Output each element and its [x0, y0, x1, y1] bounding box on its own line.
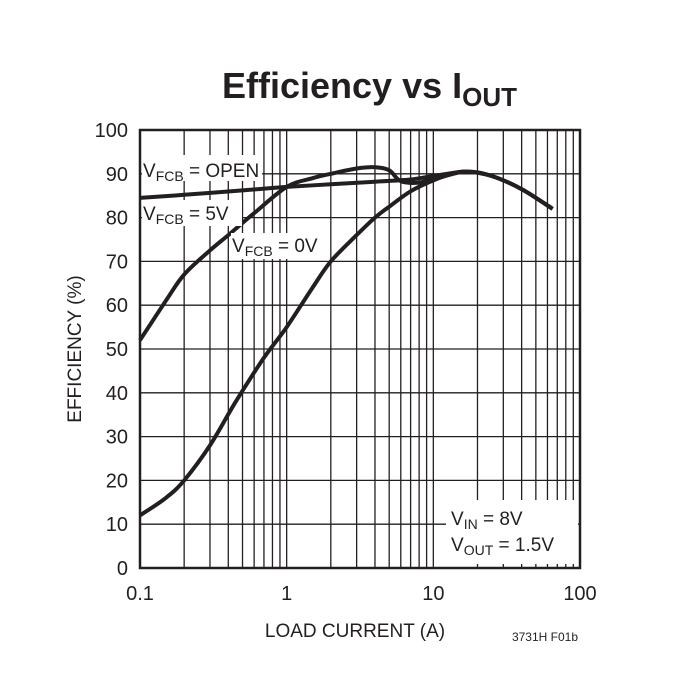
series-label-open: VFCB = OPEN [143, 161, 259, 184]
label-bg-0v [231, 233, 328, 259]
x-axis-ticks: 0.1 1 10 100 [126, 583, 597, 605]
y-tick-label: 0 [117, 558, 128, 580]
series-label-0v: VFCB = 0V [232, 236, 318, 259]
y-axis-label: EFFICIENCY (%) [65, 275, 86, 422]
series-line-2 [138, 169, 554, 518]
y-tick-label: 90 [106, 164, 128, 186]
y-tick-label: 100 [95, 120, 128, 142]
label-bg-open [142, 155, 262, 181]
plot-frame [138, 128, 582, 570]
x-tick-label: 1 [281, 583, 292, 605]
series-label-5v: VFCB = 5V [143, 204, 229, 227]
figure-id: 3731H F01b [512, 630, 578, 644]
y-tick-label: 20 [106, 470, 128, 492]
y-tick-label: 50 [106, 339, 128, 361]
condition-vin: VIN = 8V [451, 509, 523, 532]
y-tick-label: 60 [106, 295, 128, 317]
y-tick-label: 70 [106, 251, 128, 273]
plot-grid [139, 130, 580, 568]
y-axis-ticks: 0 10 20 30 40 50 60 70 80 90 100 [95, 120, 128, 580]
x-tick-label: 10 [422, 583, 444, 605]
condition-vout: VOUT = 1.5V [451, 535, 554, 558]
conditions-bg [446, 500, 578, 564]
label-bg-5v [142, 200, 242, 226]
x-tick-label: 100 [563, 583, 596, 605]
plot-curves [138, 165, 554, 518]
y-tick-label: 40 [106, 383, 128, 405]
x-tick-label: 0.1 [126, 583, 154, 605]
x-axis-label: LOAD CURRENT (A) [265, 621, 445, 642]
y-tick-label: 30 [106, 427, 128, 449]
y-tick-label: 80 [106, 208, 128, 230]
chart-title: Efficiency vs IOUT [222, 65, 517, 112]
y-tick-label: 10 [106, 514, 128, 536]
